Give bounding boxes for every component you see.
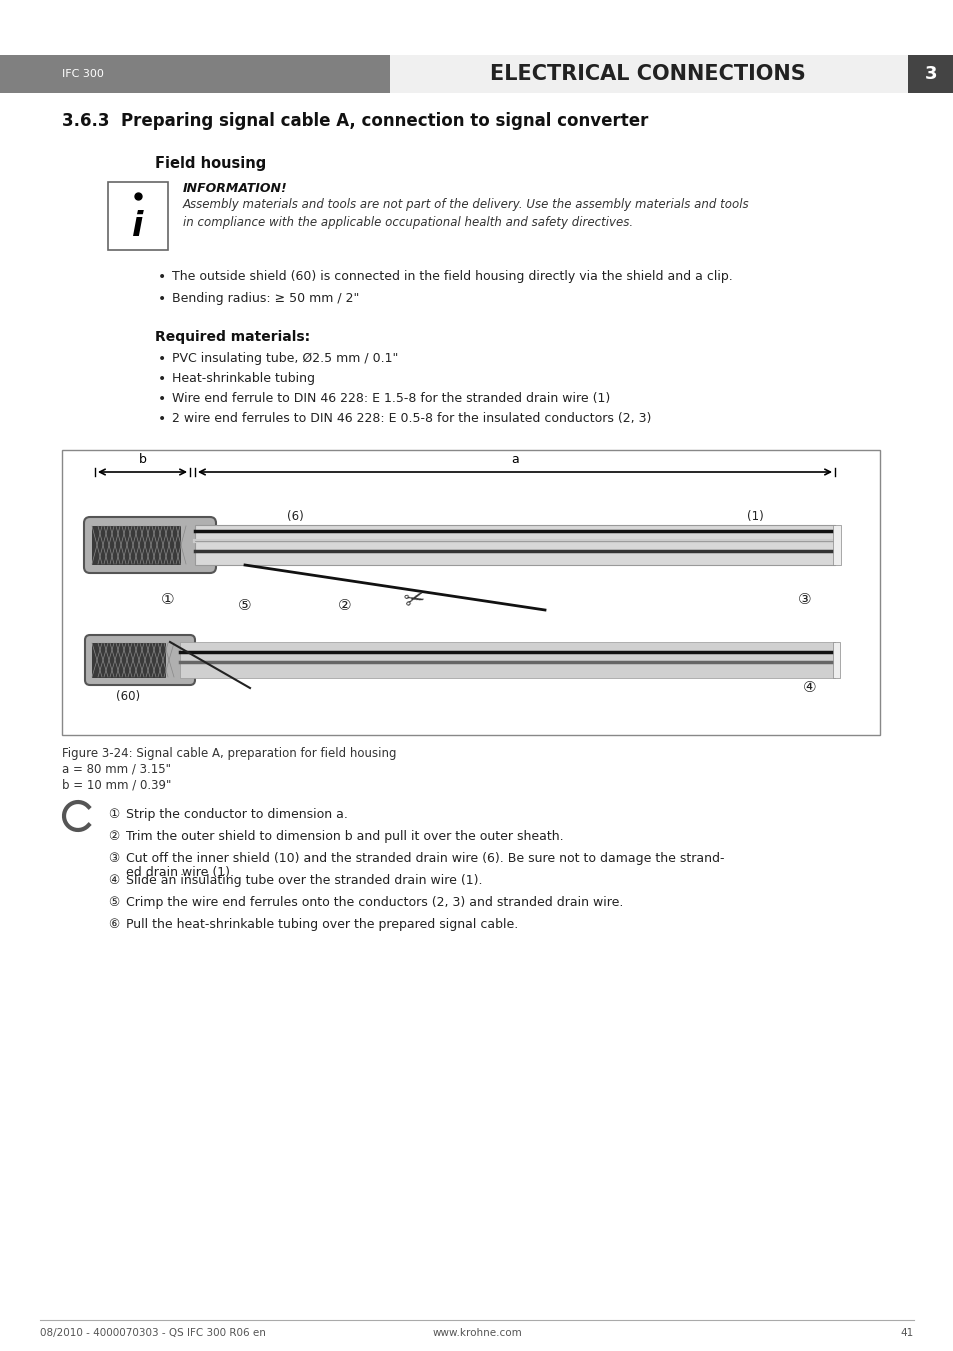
Text: ⑤: ⑤ (108, 896, 119, 909)
Text: •: • (158, 392, 166, 407)
Text: ①: ① (108, 808, 119, 821)
Text: Field housing: Field housing (154, 155, 266, 172)
Text: ④: ④ (802, 681, 816, 696)
FancyBboxPatch shape (84, 517, 215, 573)
Bar (0, 55, 953, 93)
Bar (91, 643, 165, 677)
Text: PVC insulating tube, Ø2.5 mm / 0.1": PVC insulating tube, Ø2.5 mm / 0.1" (172, 353, 398, 365)
Text: INFORMATION!: INFORMATION! (183, 182, 288, 195)
Text: ed drain wire (1).: ed drain wire (1). (126, 866, 233, 880)
FancyBboxPatch shape (85, 635, 194, 685)
Text: 2 wire end ferrules to DIN 46 228: E 0.5-8 for the insulated conductors (2, 3): 2 wire end ferrules to DIN 46 228: E 0.5… (172, 412, 651, 426)
Text: ②: ② (337, 597, 352, 612)
Bar (180, 642, 834, 678)
Bar (907, 55, 953, 93)
Text: ✂: ✂ (401, 586, 428, 615)
Text: ③: ③ (798, 593, 811, 608)
Text: a = 80 mm / 3.15": a = 80 mm / 3.15" (62, 763, 171, 775)
Text: Required materials:: Required materials: (154, 330, 310, 345)
Bar (832, 526, 841, 565)
Text: •: • (158, 270, 166, 284)
Text: Bending radius: ≥ 50 mm / 2": Bending radius: ≥ 50 mm / 2" (172, 292, 359, 305)
Text: i: i (132, 209, 144, 242)
Text: Figure 3-24: Signal cable A, preparation for field housing: Figure 3-24: Signal cable A, preparation… (62, 747, 396, 761)
Text: (1): (1) (746, 509, 762, 523)
Bar (390, 55, 907, 93)
Text: ⑥: ⑥ (108, 917, 119, 931)
Text: The outside shield (60) is connected in the field housing directly via the shiel: The outside shield (60) is connected in … (172, 270, 732, 282)
Text: •: • (158, 353, 166, 366)
Text: Cut off the inner shield (10) and the stranded drain wire (6). Be sure not to da: Cut off the inner shield (10) and the st… (126, 852, 723, 865)
Text: 3.6.3  Preparing signal cable A, connection to signal converter: 3.6.3 Preparing signal cable A, connecti… (62, 112, 648, 130)
Text: IFC 300: IFC 300 (62, 69, 104, 78)
Text: ELECTRICAL CONNECTIONS: ELECTRICAL CONNECTIONS (490, 63, 805, 84)
Text: Heat-shrinkable tubing: Heat-shrinkable tubing (172, 372, 314, 385)
Text: Strip the conductor to dimension a.: Strip the conductor to dimension a. (126, 808, 348, 821)
Text: www.krohne.com: www.krohne.com (432, 1328, 521, 1337)
Text: •: • (158, 372, 166, 386)
Text: 3: 3 (923, 65, 936, 82)
Bar (108, 182, 168, 250)
Text: b = 10 mm / 0.39": b = 10 mm / 0.39" (62, 778, 172, 790)
Text: Crimp the wire end ferrules onto the conductors (2, 3) and stranded drain wire.: Crimp the wire end ferrules onto the con… (126, 896, 622, 909)
Text: (6): (6) (286, 509, 303, 523)
Text: (60): (60) (116, 690, 140, 703)
Text: Trim the outer shield to dimension b and pull it over the outer sheath.: Trim the outer shield to dimension b and… (126, 830, 563, 843)
Text: 08/2010 - 4000070303 - QS IFC 300 R06 en: 08/2010 - 4000070303 - QS IFC 300 R06 en (40, 1328, 266, 1337)
Text: b: b (138, 453, 146, 466)
Text: ③: ③ (108, 852, 119, 865)
Text: 41: 41 (900, 1328, 913, 1337)
Text: ④: ④ (108, 874, 119, 888)
Text: a: a (511, 453, 518, 466)
Text: Slide an insulating tube over the stranded drain wire (1).: Slide an insulating tube over the strand… (126, 874, 482, 888)
Bar (194, 526, 834, 565)
Text: ②: ② (108, 830, 119, 843)
Bar (91, 526, 180, 563)
Text: Pull the heat-shrinkable tubing over the prepared signal cable.: Pull the heat-shrinkable tubing over the… (126, 917, 517, 931)
Text: ①: ① (161, 593, 174, 608)
Text: Assembly materials and tools are not part of the delivery. Use the assembly mate: Assembly materials and tools are not par… (183, 199, 749, 230)
Text: •: • (158, 292, 166, 305)
Bar (62, 450, 879, 735)
Text: Wire end ferrule to DIN 46 228: E 1.5-8 for the stranded drain wire (1): Wire end ferrule to DIN 46 228: E 1.5-8 … (172, 392, 610, 405)
Bar (832, 642, 840, 678)
Text: •: • (158, 412, 166, 426)
Text: ⑤: ⑤ (238, 597, 252, 612)
